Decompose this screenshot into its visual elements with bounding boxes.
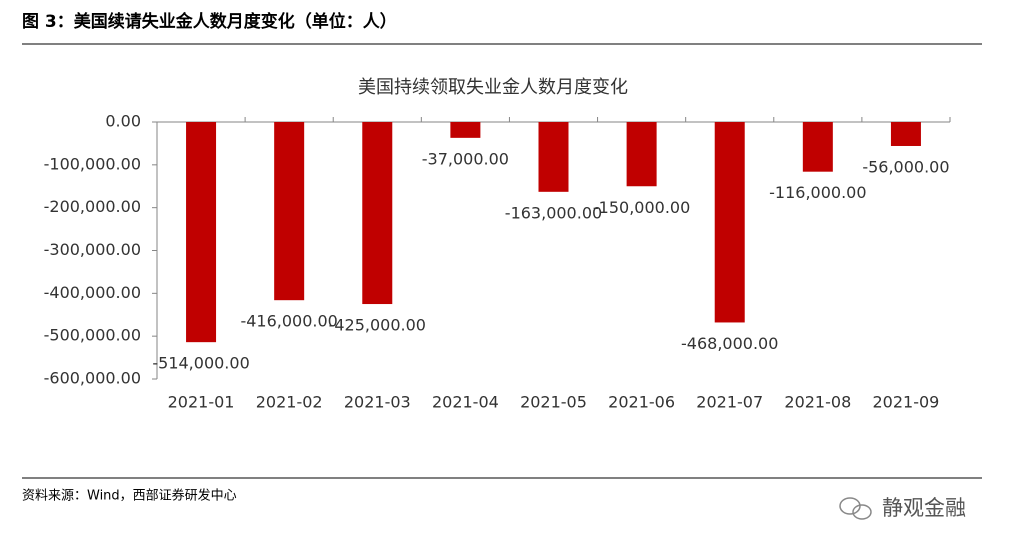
y-tick-label: -400,000.00 <box>44 283 141 302</box>
y-tick-label: -600,000.00 <box>44 369 141 388</box>
data-label: -416,000.00 <box>240 312 337 331</box>
x-tick-label: 2021-01 <box>168 393 235 412</box>
x-tick-label: 2021-04 <box>432 393 499 412</box>
bar <box>362 122 393 305</box>
y-tick-label: 0.00 <box>105 112 141 131</box>
data-label: -116,000.00 <box>769 183 866 202</box>
data-label: -425,000.00 <box>329 316 426 335</box>
bar <box>538 122 569 192</box>
bar <box>714 122 745 323</box>
bar <box>626 122 657 187</box>
data-label: -514,000.00 <box>152 354 249 373</box>
data-label: -56,000.00 <box>862 157 949 176</box>
x-tick-label: 2021-06 <box>608 393 675 412</box>
bar <box>890 122 921 146</box>
y-tick-label: -300,000.00 <box>44 240 141 259</box>
x-tick-label: 2021-07 <box>696 393 763 412</box>
figure-heading: 图 3：美国续请失业金人数月度变化（单位：人） <box>22 11 397 32</box>
source-note: 资料来源：Wind，西部证券研发中心 <box>22 488 237 504</box>
y-tick-label: -200,000.00 <box>44 197 141 216</box>
bar <box>274 122 305 301</box>
data-label: -37,000.00 <box>422 149 509 168</box>
watermark-icon <box>839 497 872 520</box>
data-label: -163,000.00 <box>505 203 602 222</box>
bar <box>186 122 217 343</box>
x-tick-label: 2021-03 <box>344 393 411 412</box>
x-tick-label: 2021-09 <box>873 393 940 412</box>
bar <box>450 122 481 138</box>
x-tick-label: 2021-08 <box>784 393 851 412</box>
x-tick-label: 2021-02 <box>256 393 323 412</box>
y-tick-label: -100,000.00 <box>44 154 141 173</box>
data-label: -150,000.00 <box>593 198 690 217</box>
x-tick-label: 2021-05 <box>520 393 587 412</box>
bar <box>802 122 833 172</box>
chart-title: 美国持续领取失业金人数月度变化 <box>358 77 628 98</box>
data-label: -468,000.00 <box>681 334 778 353</box>
watermark: 静观金融 <box>882 496 966 520</box>
y-tick-label: -500,000.00 <box>44 326 141 345</box>
